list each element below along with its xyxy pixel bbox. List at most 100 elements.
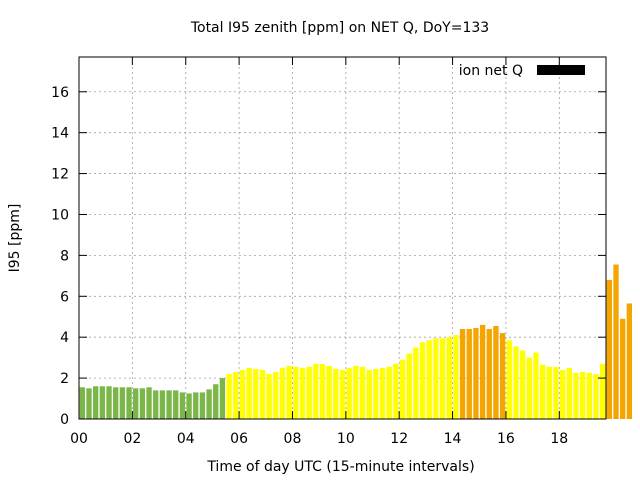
bar [239,369,246,419]
legend-swatch [537,65,585,75]
y-tick-label: 0 [60,412,69,428]
x-tick-label: 00 [70,431,88,447]
bar [579,371,586,419]
bar [559,369,566,419]
bar [166,390,172,419]
bar [620,318,626,419]
x-tick-label: 12 [390,431,408,447]
bar [479,324,486,419]
bar [419,342,426,419]
bar [93,386,99,419]
bar [326,365,332,419]
bar [426,340,432,419]
bar [473,327,479,419]
bar [193,392,199,419]
bar [86,388,92,419]
bar [626,303,633,419]
bar [273,371,279,419]
bar [79,387,86,419]
legend-label: ion net Q [459,63,523,79]
bar [219,378,226,419]
bar [493,325,499,419]
bar [139,388,146,419]
bar [173,390,179,419]
bar [279,367,286,419]
y-tick-label: 8 [60,248,69,264]
bar [526,357,532,419]
bar [553,366,559,419]
plot-frame [78,56,607,420]
bar [233,371,239,419]
x-tick-label: 04 [177,431,195,447]
bar [306,366,312,419]
bar [266,374,272,419]
bar [606,279,613,419]
bar [259,369,266,419]
y-tick-label: 16 [51,85,69,101]
bar [519,350,526,419]
bar [313,363,319,419]
bar [379,367,386,419]
bar [159,390,166,419]
bar [319,363,326,419]
legend: ion net Q [459,63,585,79]
bar [599,363,606,419]
bar [433,338,439,419]
bar [186,393,192,419]
bar [546,366,552,419]
x-tick-label: 06 [230,431,248,447]
bar [459,329,466,419]
bar [406,353,412,419]
bar [373,368,379,419]
bar [153,390,159,419]
x-tick-label: 10 [337,431,355,447]
y-axis-label: I95 [ppm] [7,204,23,273]
y-tick-label: 6 [60,289,69,305]
y-tick-label: 12 [51,167,69,183]
y-tick-label: 10 [51,207,69,223]
bar [346,367,352,419]
bar [253,368,259,419]
bar [179,392,186,419]
bar [286,365,292,419]
bar [539,364,546,419]
bar [299,367,306,419]
bar [573,372,579,419]
bar [453,335,459,419]
y-tick-label: 2 [60,371,69,387]
x-axis-ticks: 00 02 04 06 08 10 12 14 16 18 [70,57,568,447]
bar [513,346,519,419]
bar [146,387,152,419]
bar [446,337,452,419]
bar [126,387,132,419]
x-axis-label: Time of day UTC (15-minute intervals) [206,459,474,475]
bar [213,384,219,419]
bar [499,333,506,419]
bar [133,388,139,419]
bar [113,387,119,419]
bar [393,363,399,419]
bar [613,264,619,419]
bar [466,329,472,419]
bar [486,329,492,419]
bar [246,367,252,419]
bar [533,352,539,419]
bar [413,347,419,419]
bar [353,365,359,419]
bars [79,264,633,419]
x-tick-label: 18 [550,431,568,447]
bar [399,359,406,419]
bar [199,392,206,419]
bar [99,386,106,419]
chart-title: Total I95 zenith [ppm] on NET Q, DoY=133 [190,20,489,36]
bar [226,374,232,419]
x-tick-label: 14 [444,431,462,447]
x-tick-label: 08 [284,431,302,447]
y-tick-label: 14 [51,126,69,142]
bar [119,387,126,419]
bar [359,366,366,419]
bar [293,366,299,419]
bar [386,366,392,419]
y-tick-label: 4 [60,330,69,346]
